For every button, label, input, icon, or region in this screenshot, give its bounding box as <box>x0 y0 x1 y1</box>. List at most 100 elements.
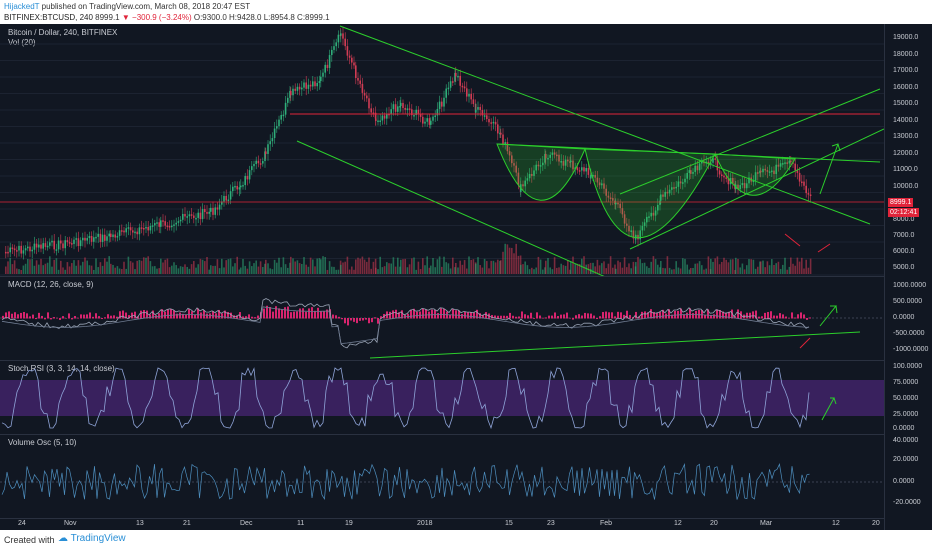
price-scale[interactable]: 19000.0 18000.0 17000.0 16000.0 15000.0 … <box>884 24 932 530</box>
volume-bar <box>562 265 565 274</box>
candle-body <box>723 175 725 178</box>
candle-body <box>766 170 769 172</box>
candle-body <box>193 215 195 218</box>
volume-bar <box>242 258 244 274</box>
candle-body <box>508 151 511 156</box>
macd-plot <box>0 298 884 359</box>
macd-histogram-bar <box>146 310 148 319</box>
candle-body <box>204 209 206 213</box>
volume-bar <box>594 266 596 274</box>
candle-body <box>639 230 641 240</box>
price-tick: 10000.0 <box>893 183 919 190</box>
candle-body <box>370 108 372 113</box>
volume-bar <box>461 264 464 274</box>
volume-bar <box>35 260 38 274</box>
volume-bar <box>328 261 331 274</box>
time-scale[interactable]: 24 Nov 13 21 Dec 11 19 2018 15 23 Feb 12… <box>0 518 884 531</box>
volume-bar <box>801 257 803 274</box>
candle-body <box>108 233 110 237</box>
candle-body <box>40 244 42 249</box>
macd-histogram-bar <box>200 312 202 319</box>
candle-body <box>60 240 62 244</box>
volume-bar <box>129 261 132 274</box>
volume-bar <box>798 261 801 274</box>
tradingview-logo[interactable]: ☁ TradingView <box>58 533 126 544</box>
volume-bar <box>255 260 257 274</box>
candle-body <box>542 162 544 166</box>
macd-histogram-bar <box>752 311 754 319</box>
candle-body <box>775 164 777 175</box>
macd-histogram-bar <box>548 315 550 319</box>
volume-bar <box>238 269 241 274</box>
candle-body <box>782 163 784 165</box>
candle-body <box>116 235 119 238</box>
volume-bar <box>601 263 603 274</box>
volume-bar <box>447 263 450 274</box>
price-tick: 15000.0 <box>893 100 919 107</box>
macd-histogram-bar <box>188 309 190 319</box>
candle-body <box>162 220 164 222</box>
volume-bar <box>725 259 727 274</box>
volume-bar <box>688 269 691 274</box>
volume-bar <box>419 269 422 274</box>
macd-histogram-bar <box>347 318 349 326</box>
volume-bar <box>723 257 725 274</box>
candle-body <box>282 114 285 117</box>
volume-bar <box>57 269 60 274</box>
chart-area[interactable]: Bitcoin / Dollar, 240, BITFINEX Vol (20)… <box>0 24 932 531</box>
candle-body <box>757 172 759 174</box>
candle-body <box>746 183 748 189</box>
stoch-rsi-pane[interactable]: Stoch RSI (3, 3, 14, 14, close) <box>0 360 884 435</box>
candle-body <box>248 170 251 180</box>
macd-histogram-bar <box>137 316 139 319</box>
stoch-tick: 50.0000 <box>893 395 919 402</box>
candle-body <box>788 160 791 164</box>
channel-upper-line <box>619 88 881 195</box>
candle-body <box>168 225 171 228</box>
candle-body <box>698 163 701 171</box>
volume-bar <box>53 259 55 274</box>
candle-body <box>118 230 121 236</box>
candle-body <box>357 77 359 81</box>
volume-bar <box>24 263 27 274</box>
candle-body <box>677 181 680 187</box>
candle-body <box>125 228 127 233</box>
up-arrow <box>821 397 837 421</box>
candle-body <box>422 116 424 124</box>
volume-osc-pane[interactable]: Volume Osc (5, 10) <box>0 434 884 519</box>
candle-body <box>779 163 782 167</box>
macd-histogram-bar <box>698 309 700 319</box>
candle-body <box>38 244 40 248</box>
candle-body <box>556 154 558 157</box>
price-pane[interactable]: Bitcoin / Dollar, 240, BITFINEX Vol (20) <box>0 24 884 277</box>
time-tick: 11 <box>297 520 305 527</box>
candle-body <box>267 144 269 154</box>
candle-body <box>682 182 684 184</box>
candle-body <box>175 222 177 225</box>
macd-histogram-bar <box>728 311 730 319</box>
volume-bar <box>359 258 361 274</box>
candle-body <box>470 93 472 100</box>
author-link[interactable]: HijackedT <box>4 2 40 11</box>
macd-histogram-bar <box>500 315 502 319</box>
macd-histogram-bar <box>143 310 145 319</box>
candle-body <box>488 119 490 123</box>
macd-histogram-bar <box>80 314 82 319</box>
volume-bar <box>62 267 64 274</box>
macd-pane[interactable]: MACD (12, 26, close, 9) <box>0 276 884 361</box>
candle-body <box>515 165 517 173</box>
macd-histogram-bar <box>584 312 586 319</box>
time-tick: 2018 <box>417 520 433 527</box>
volume-bar <box>251 266 253 274</box>
candle-body <box>675 186 677 189</box>
candle-body <box>7 251 9 254</box>
candle-body <box>132 230 134 233</box>
macd-tick: 0.0000 <box>893 314 915 321</box>
volume-bar <box>739 267 741 274</box>
macd-histogram-bar <box>758 316 760 319</box>
macd-histogram-bar <box>575 315 577 319</box>
volume-bar <box>162 262 164 274</box>
volume-bar <box>630 268 632 274</box>
macd-histogram-bar <box>77 317 79 319</box>
candle-body <box>650 212 652 217</box>
